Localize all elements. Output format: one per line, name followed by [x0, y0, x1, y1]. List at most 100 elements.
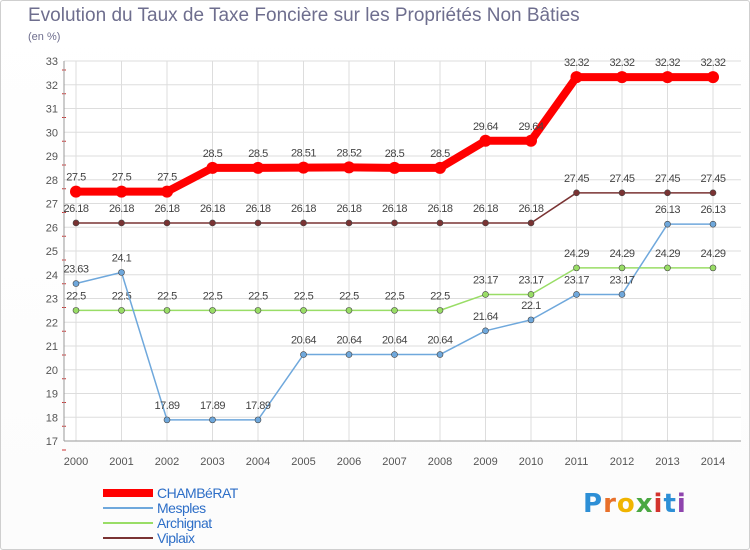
y-tick-label: 32 [46, 80, 58, 92]
x-tick-label: 2005 [291, 456, 315, 468]
data-point [300, 307, 307, 314]
data-point [391, 307, 398, 314]
data-label: 22.5 [339, 290, 359, 302]
data-label: 20.64 [291, 335, 316, 347]
data-point [664, 220, 671, 228]
data-point [391, 219, 398, 227]
data-point [527, 316, 535, 324]
data-point [573, 264, 580, 272]
data-label: 24.29 [700, 248, 725, 260]
legend-label: Archignat [157, 515, 212, 531]
data-label: 21.64 [473, 311, 498, 323]
data-label: 22.5 [112, 290, 132, 302]
proxiti-logo: Proxiti [583, 489, 687, 519]
data-point [482, 327, 489, 335]
data-label: 17.89 [200, 400, 225, 412]
data-label: 28.5 [203, 148, 223, 160]
data-label: 29.64 [473, 121, 498, 133]
data-point [709, 189, 717, 197]
data-label: 28.5 [430, 148, 450, 160]
data-point [664, 264, 671, 272]
x-tick-label: 2009 [473, 456, 497, 468]
data-label: 28.52 [336, 147, 361, 159]
x-tick-label: 2011 [565, 456, 589, 468]
data-point [161, 185, 173, 198]
data-label: 26.18 [336, 203, 361, 215]
data-point [527, 291, 535, 298]
y-tick-label: 26 [46, 222, 58, 234]
data-label: 24.29 [609, 248, 634, 260]
data-label: 20.64 [382, 335, 407, 347]
data-point [573, 189, 580, 197]
data-point [72, 219, 80, 227]
x-tick-label: 2001 [109, 456, 133, 468]
data-point [209, 307, 216, 314]
x-tick-label: 2002 [155, 456, 179, 468]
data-point [707, 71, 719, 84]
data-label: 29.64 [518, 121, 543, 133]
y-tick-label: 19 [46, 389, 58, 401]
y-tick-label: 28 [46, 175, 58, 187]
data-point [618, 189, 626, 197]
x-tick-label: 2003 [200, 456, 224, 468]
data-point [163, 416, 171, 424]
data-label: 27.45 [700, 173, 725, 185]
data-point [297, 161, 310, 174]
y-tick-label: 18 [46, 412, 58, 424]
data-label: 32.32 [700, 57, 725, 69]
data-point [343, 161, 355, 174]
data-label: 22.5 [66, 290, 86, 302]
legend-label: Mesples [157, 500, 206, 516]
data-label: 26.18 [245, 203, 270, 215]
data-point [254, 219, 262, 227]
data-label: 27.45 [564, 173, 589, 185]
data-point [345, 307, 353, 314]
data-point [300, 351, 307, 358]
logo-letter: t [663, 489, 677, 519]
data-label: 23.17 [609, 274, 634, 286]
y-tick-label: 27 [46, 199, 58, 211]
data-point [391, 351, 398, 358]
data-label: 23.17 [564, 274, 589, 286]
y-tick-label: 17 [46, 436, 58, 448]
legend-label: Viplaix [157, 530, 195, 546]
logo-letter: x [635, 489, 654, 519]
data-label: 32.32 [564, 57, 589, 69]
x-tick-label: 2010 [519, 456, 543, 468]
logo-letter: o [616, 489, 636, 519]
data-point [573, 291, 580, 298]
data-label: 23.63 [63, 264, 88, 276]
data-label: 26.18 [427, 203, 452, 215]
data-point [436, 307, 444, 314]
data-label: 17.89 [154, 400, 179, 412]
data-label: 26.18 [473, 203, 498, 215]
data-label: 26.13 [655, 204, 680, 216]
logo-letter: P [583, 489, 604, 519]
data-point [570, 71, 583, 84]
data-point [388, 161, 401, 174]
data-label: 23.17 [518, 274, 543, 286]
data-point [661, 71, 674, 84]
data-label: 22.5 [385, 290, 405, 302]
x-tick-label: 2008 [428, 456, 452, 468]
data-label: 27.45 [655, 173, 680, 185]
y-tick-label: 20 [46, 365, 58, 377]
data-point [72, 307, 80, 314]
data-label: 28.5 [248, 148, 268, 160]
data-point [664, 189, 671, 197]
data-label: 27.5 [157, 172, 177, 184]
data-point [70, 185, 82, 198]
data-label: 23.17 [473, 274, 498, 286]
data-point [163, 219, 171, 227]
data-point [482, 219, 489, 227]
data-label: 26.18 [518, 203, 543, 215]
data-label: 22.1 [521, 300, 541, 312]
y-tick-label: 24 [46, 270, 58, 282]
y-tick-label: 33 [46, 56, 58, 68]
data-label: 20.64 [336, 335, 361, 347]
x-tick-label: 2004 [246, 456, 270, 468]
data-label: 26.18 [63, 203, 88, 215]
x-tick-label: 2000 [64, 456, 88, 468]
